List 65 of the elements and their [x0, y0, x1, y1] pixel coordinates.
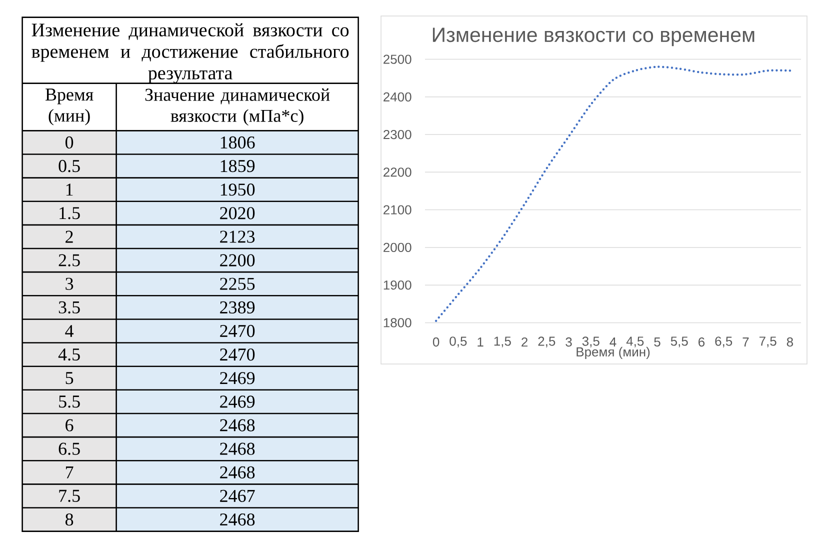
- data-label: 2470: [220, 348, 255, 361]
- chart-title: Изменение динамической вязкости со временем и достижение стабильного результата: [32, 23, 349, 84]
- data-label: 1950: [220, 184, 255, 196]
- x-tick-label: 6,5: [715, 336, 732, 348]
- data-label: 2468: [220, 513, 255, 526]
- y-tick-label: 2300: [384, 130, 412, 140]
- data-label: 2255: [220, 278, 255, 290]
- x-tick-label: 4: [610, 338, 616, 346]
- y-tick-label: 2400: [384, 92, 412, 102]
- y-tick-label: 4.5: [58, 348, 80, 361]
- x-tick-label: 6: [698, 337, 705, 347]
- y-tick-label: 2: [66, 230, 73, 243]
- x-tick-label: 2,5: [538, 336, 556, 348]
- y-tick-label: 5: [66, 372, 74, 384]
- y-tick-label: 4: [65, 325, 74, 337]
- x-tick-label: 5: [654, 337, 660, 347]
- x-tick-label: 5,5: [670, 336, 688, 348]
- x-tick-label: 0: [432, 337, 440, 347]
- y-tick-label: 0: [65, 136, 74, 149]
- x-tick-label: 3,5: [582, 336, 600, 348]
- x-tick-label: 3: [566, 337, 572, 347]
- data-label: 2020: [220, 207, 255, 220]
- y-tick-label: 6.5: [58, 442, 80, 455]
- y-tick-label: 2200: [384, 168, 412, 177]
- y-tick-label: 7.5: [59, 490, 80, 502]
- data-label: 2470: [220, 324, 255, 338]
- data-label: 2200: [220, 254, 255, 266]
- y-tick-label: 1.5: [60, 207, 80, 220]
- x-tick-label: 7: [742, 338, 749, 346]
- data-label: 2468: [220, 419, 255, 432]
- y-tick-label: 5.5: [59, 396, 80, 408]
- chart-title: Изменение вязкости со временем: [432, 28, 754, 46]
- y-tick-label: 2100: [384, 205, 412, 214]
- data-label: 2469: [220, 372, 255, 384]
- y-tick-label: 2.5: [58, 254, 80, 266]
- x-axis-title: Время (мин): [576, 346, 650, 360]
- data-label: 2468: [220, 466, 255, 478]
- y-tick-label: 8: [65, 513, 74, 526]
- y-tick-label: 1900: [384, 280, 412, 290]
- y-tick-label: 6: [66, 419, 74, 432]
- y-tick-label: 2000: [384, 242, 412, 252]
- data-label: 2467: [220, 490, 255, 502]
- data-label: 1806: [220, 136, 255, 149]
- x-tick-label: 8: [786, 337, 793, 347]
- x-tick-label: 0,5: [450, 336, 467, 348]
- y-tick-label: 7: [66, 466, 74, 478]
- line-series: [434, 66, 792, 322]
- x-tick-label: 4,5: [626, 336, 644, 348]
- x-tick-label: Значение динамической вязкости (мПа*с): [145, 88, 330, 126]
- data-label: 2468: [220, 442, 255, 455]
- y-tick-label: 0.5: [58, 160, 80, 172]
- x-tick-label: 7,5: [759, 336, 776, 348]
- data-label: 2389: [220, 301, 255, 314]
- y-tick-label: 3: [66, 278, 74, 290]
- y-axis-title: Время (мин): [45, 88, 94, 126]
- data-label: 2123: [220, 230, 255, 243]
- y-tick-label: 1800: [384, 318, 412, 328]
- data-label: 1859: [220, 160, 255, 172]
- data-label: 2469: [220, 396, 255, 408]
- x-tick-label: 2: [522, 337, 528, 347]
- y-tick-label: 1: [66, 184, 73, 196]
- y-tick-label: 3.5: [58, 301, 80, 314]
- x-tick-label: 1: [478, 338, 484, 346]
- x-tick-label: 1,5: [494, 336, 511, 348]
- y-tick-label: 2500: [384, 54, 412, 64]
